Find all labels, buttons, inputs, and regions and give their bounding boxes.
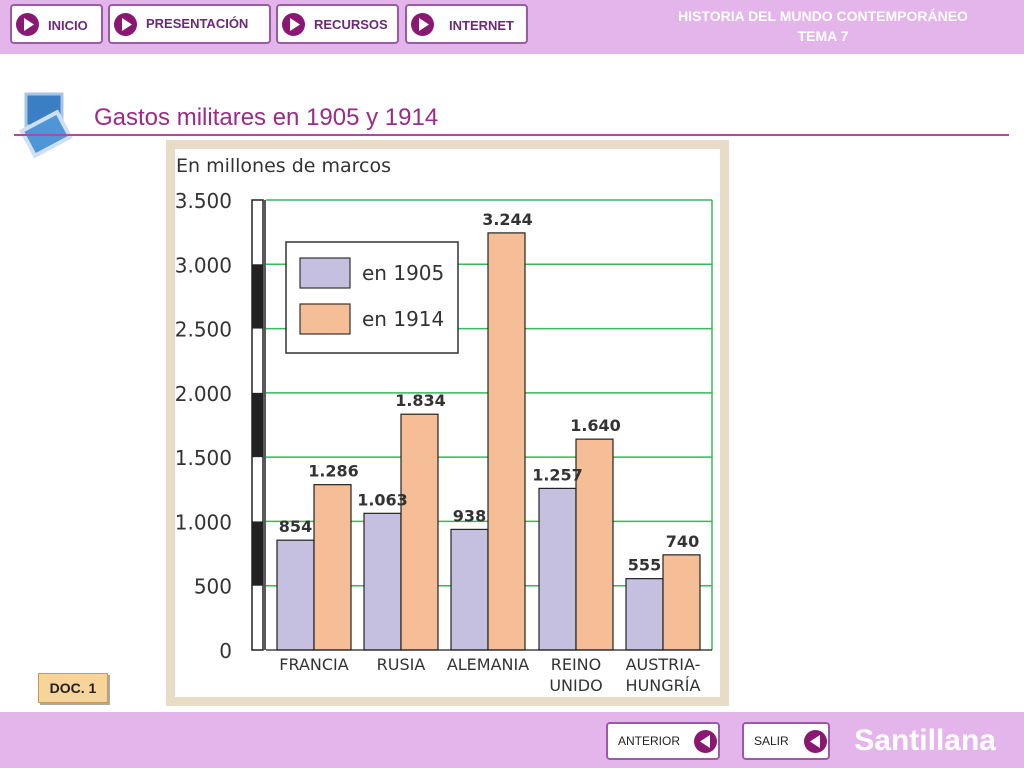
bar-1914 — [400, 413, 439, 651]
x-tick-label: ALEMANIA — [447, 655, 529, 674]
exit-button[interactable]: SALIR — [742, 722, 830, 760]
back-arrow-icon — [694, 730, 717, 753]
play-icon — [114, 13, 137, 36]
military-spending-chart: En millones de marcos 0 500 1.000 1.500 2.00… — [175, 149, 720, 697]
nav-internet-button[interactable]: INTERNET — [405, 4, 528, 44]
x-tick-label: RUSIA — [377, 655, 426, 674]
bar-1914 — [487, 232, 526, 651]
bar-1905 — [276, 539, 315, 651]
play-icon — [282, 13, 305, 36]
x-tick-label: UNIDO — [549, 676, 602, 695]
play-icon — [411, 13, 434, 36]
brand-logo: Santillana — [854, 724, 996, 757]
x-tick-label: AUSTRIA- — [626, 655, 701, 674]
bar-1914 — [662, 554, 701, 651]
bar-1905 — [363, 512, 402, 651]
data-label: 938 — [453, 506, 486, 525]
course-topic: TEMA 7 — [797, 28, 849, 44]
x-tick-label: REINO — [551, 655, 602, 674]
legend-label: en 1914 — [362, 307, 444, 331]
data-label: 1.286 — [308, 462, 359, 481]
y-tick-label: 2.500 — [175, 318, 232, 342]
y-axis-ruler-segment — [252, 392, 263, 458]
bar-1905 — [450, 528, 489, 651]
y-axis-ruler-segment — [252, 264, 263, 329]
bar-1905 — [625, 578, 664, 651]
nav-recursos-label: RECURSOS — [314, 17, 388, 32]
legend-swatch-1914 — [299, 303, 351, 335]
doc-badge: DOC. 1 — [38, 673, 108, 703]
course-name: HISTORIA DEL MUNDO CONTEMPORÁNEO — [678, 8, 968, 24]
nav-inicio-button[interactable]: INICIO — [10, 4, 103, 44]
back-arrow-icon — [804, 730, 827, 753]
nav-internet-label: INTERNET — [449, 18, 514, 33]
nav-presentacion-label: PRESENTACIÓN — [146, 16, 249, 31]
exit-label: SALIR — [754, 734, 789, 748]
bottom-bar: ANTERIOR SALIR Santillana — [0, 712, 1024, 768]
previous-button[interactable]: ANTERIOR — [606, 722, 720, 760]
data-label: 1.640 — [570, 416, 621, 435]
data-label: 740 — [666, 532, 699, 551]
y-tick-label: 1.000 — [175, 510, 232, 534]
top-bar: INICIO PRESENTACIÓN RECURSOS INTERNET HI… — [0, 0, 1024, 54]
y-tick-label: 3.500 — [175, 189, 232, 213]
y-axis-title: En millones de marcos — [176, 155, 391, 177]
data-label: 555 — [628, 556, 661, 575]
data-label: 3.244 — [482, 210, 533, 229]
nav-inicio-label: INICIO — [48, 18, 88, 33]
previous-label: ANTERIOR — [618, 734, 681, 748]
document-stack-icon — [19, 92, 73, 159]
x-tick-label: FRANCIA — [279, 655, 348, 674]
course-title: HISTORIA DEL MUNDO CONTEMPORÁNEO TEMA 7 — [638, 6, 1008, 46]
nav-recursos-button[interactable]: RECURSOS — [276, 4, 399, 44]
y-tick-label: 0 — [219, 639, 232, 663]
page-title: Gastos militares en 1905 y 1914 — [94, 104, 439, 131]
y-tick-label: 3.000 — [175, 253, 232, 277]
data-label: 1.257 — [532, 465, 583, 484]
data-label: 1.063 — [357, 490, 408, 509]
chart-frame: En millones de marcos 0 500 1.000 1.500 2.00… — [166, 140, 729, 706]
x-tick-label: HUNGRÍA — [626, 676, 701, 695]
play-icon — [16, 13, 39, 36]
y-tick-label: 500 — [194, 575, 232, 599]
legend-label: en 1905 — [362, 261, 444, 285]
nav-presentacion-button[interactable]: PRESENTACIÓN — [108, 4, 271, 44]
bar-1905 — [538, 487, 577, 651]
title-divider — [14, 134, 1009, 136]
y-tick-label: 2.000 — [175, 382, 232, 406]
data-label: 1.834 — [395, 391, 446, 410]
y-axis-ruler-segment — [252, 521, 263, 586]
data-label: 854 — [279, 517, 312, 536]
legend-swatch-1905 — [299, 257, 351, 289]
bar-1914 — [313, 484, 352, 651]
y-tick-label: 1.500 — [175, 446, 232, 470]
